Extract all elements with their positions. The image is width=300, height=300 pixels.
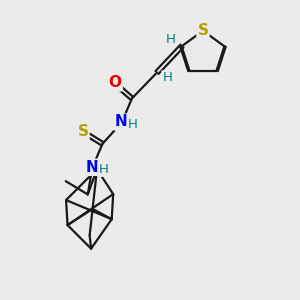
Text: H: H (128, 118, 138, 130)
Text: N: N (85, 160, 98, 175)
Text: S: S (197, 23, 208, 38)
Text: H: H (162, 71, 172, 84)
Text: H: H (166, 33, 176, 46)
Text: N: N (115, 115, 128, 130)
Text: S: S (78, 124, 88, 139)
Text: H: H (98, 163, 108, 176)
Text: O: O (109, 75, 122, 90)
